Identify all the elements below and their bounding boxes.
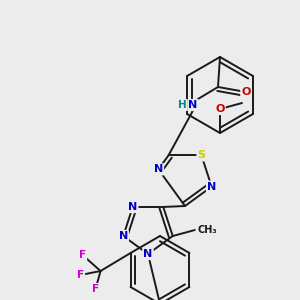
Text: N: N xyxy=(143,249,153,259)
Text: N: N xyxy=(154,164,163,174)
Text: N: N xyxy=(207,182,216,192)
Text: F: F xyxy=(77,270,84,280)
Text: H: H xyxy=(178,100,186,110)
Text: O: O xyxy=(215,104,225,114)
Text: N: N xyxy=(188,100,198,110)
Text: S: S xyxy=(197,150,206,160)
Text: O: O xyxy=(241,87,251,97)
Text: N: N xyxy=(128,202,137,212)
Text: N: N xyxy=(118,231,128,241)
Text: F: F xyxy=(79,250,86,260)
Text: CH₃: CH₃ xyxy=(198,225,218,235)
Text: F: F xyxy=(92,284,99,294)
